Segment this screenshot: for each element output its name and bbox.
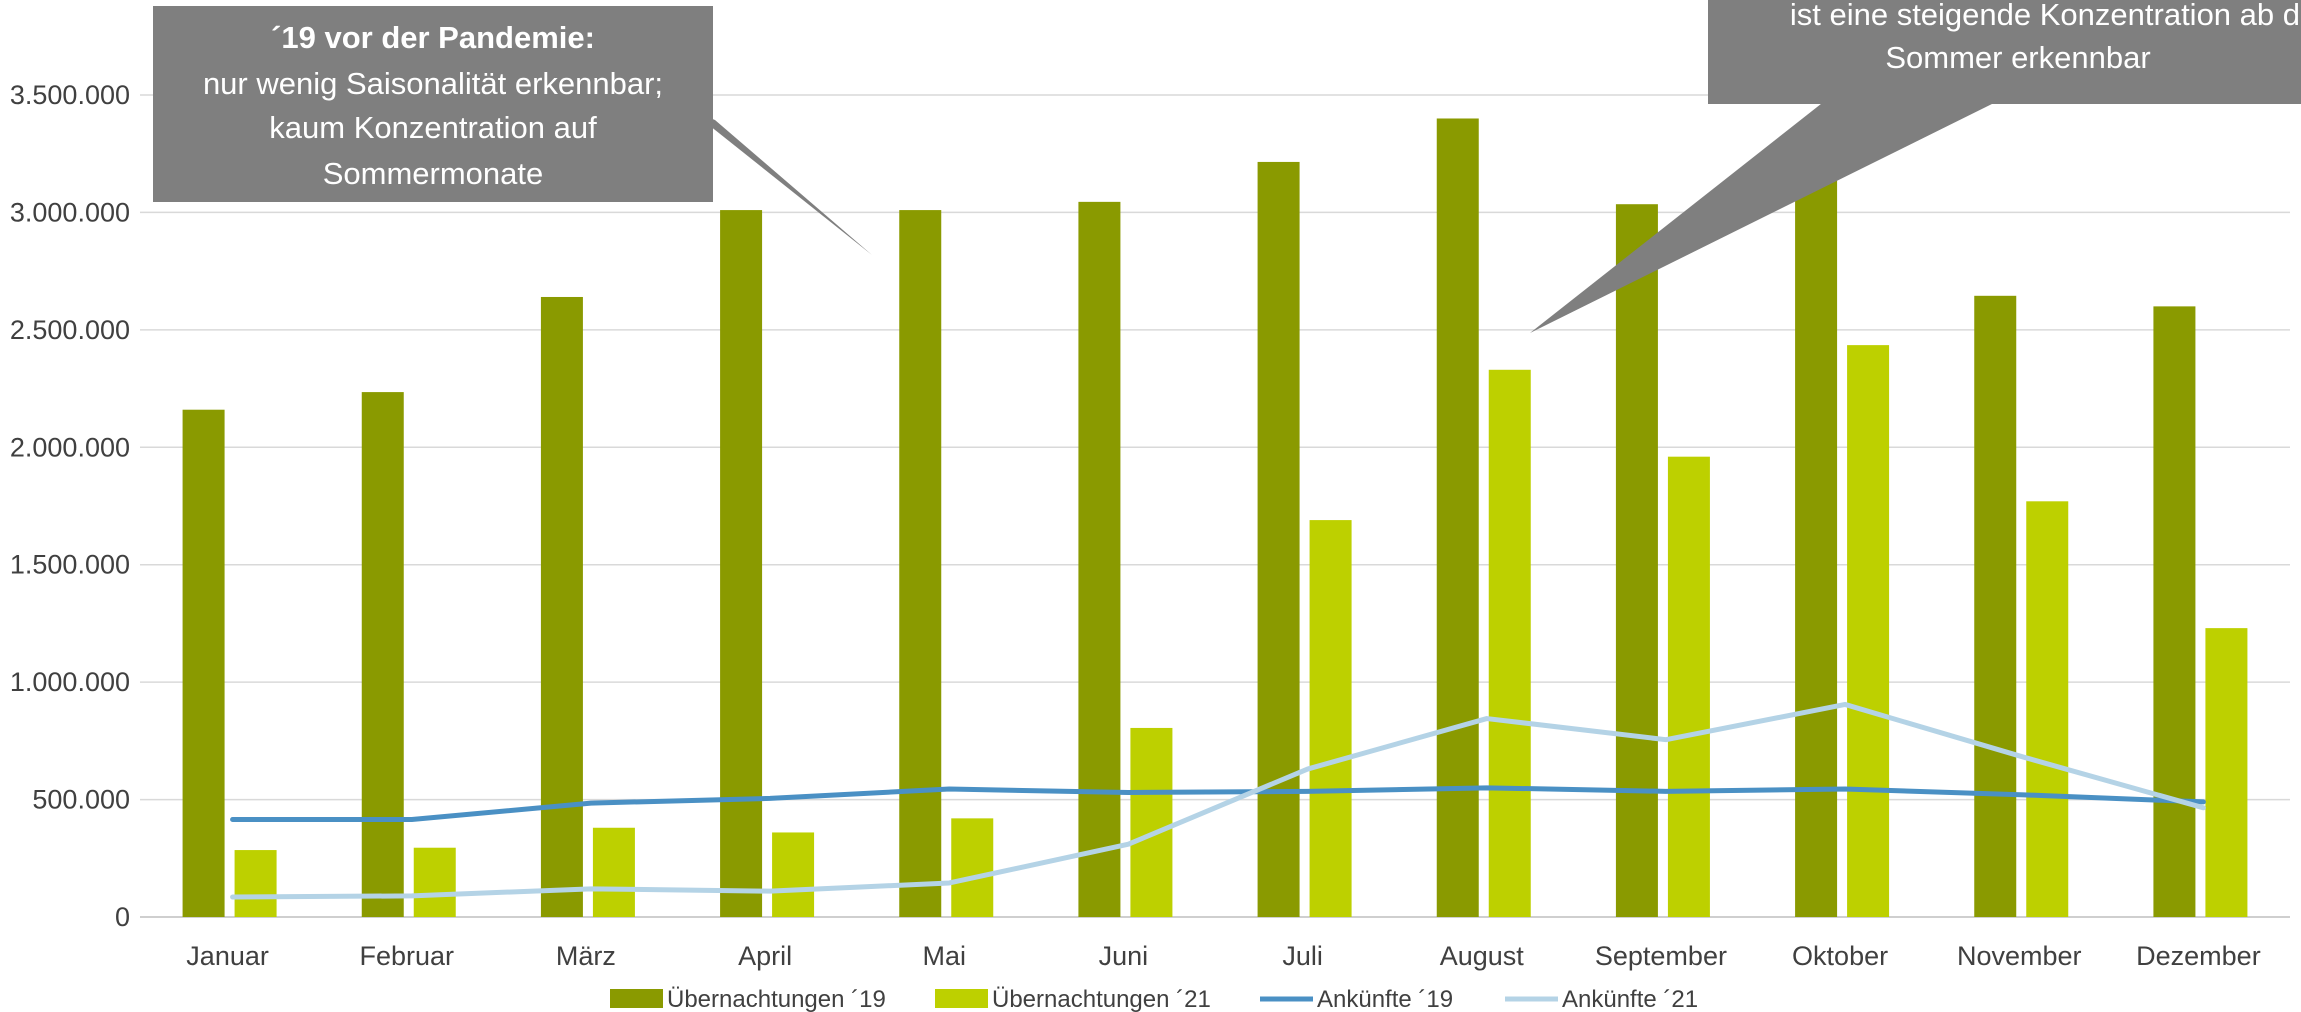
bars — [182, 118, 2248, 918]
bar-uebernachtungen-19 — [1078, 201, 1121, 918]
bar-uebernachtungen-21 — [951, 818, 994, 917]
callout-box — [1708, 0, 2301, 104]
annotations: ´19 vor der Pandemie: nur wenig Saisonali… — [153, 0, 2301, 333]
callout-text: Sommer erkennbar — [1885, 40, 2150, 75]
bar-uebernachtungen-19 — [1436, 118, 1479, 917]
bar-uebernachtungen-19 — [1615, 204, 1658, 918]
legend-swatch — [935, 989, 988, 1008]
y-tick-label: 1.000.000 — [10, 667, 130, 697]
callout-box — [153, 6, 713, 202]
bar-uebernachtungen-21 — [413, 847, 456, 917]
callout-text: nur wenig Saisonalität erkennbar; — [203, 66, 663, 101]
series-lines — [230, 701, 2206, 900]
legend-swatch — [610, 989, 663, 1008]
bar-uebernachtungen-21 — [234, 850, 277, 917]
bar-uebernachtungen-19 — [361, 392, 404, 917]
callout-pointer — [690, 110, 872, 255]
x-tick-label: März — [556, 941, 616, 971]
x-tick-label: Juli — [1282, 941, 1323, 971]
y-tick-label: 3.500.000 — [10, 80, 130, 110]
legend-label: Übernachtungen ´21 — [992, 986, 1211, 1012]
y-axis: 0 500.000 1.000.000 1.500.000 2.000.000 2.500… — [10, 80, 130, 932]
legend: Übernachtungen ´19 Übernachtungen ´21 Ankü… — [610, 986, 1698, 1012]
x-tick-label: Januar — [186, 941, 269, 971]
callout-pointer — [1530, 100, 2000, 333]
legend-label: Übernachtungen ´19 — [667, 986, 886, 1012]
y-tick-label: 2.000.000 — [10, 432, 130, 462]
callout-text: ´19 vor der Pandemie: — [271, 20, 595, 55]
x-tick-label: November — [1957, 941, 2082, 971]
x-tick-label: Februar — [359, 941, 454, 971]
line-ankuenfte-19 — [230, 785, 2206, 823]
bar-uebernachtungen-19 — [1795, 179, 1838, 917]
bar-uebernachtungen-19 — [720, 210, 763, 917]
x-tick-label: August — [1440, 941, 1525, 971]
x-tick-label: Oktober — [1792, 941, 1888, 971]
gridlines — [140, 94, 2290, 918]
bar-uebernachtungen-21 — [1667, 456, 1710, 917]
bar-uebernachtungen-21 — [2026, 501, 2069, 917]
callout-text: kaum Konzentration auf — [269, 110, 597, 145]
bar-uebernachtungen-21 — [1309, 520, 1352, 917]
bar-uebernachtungen-21 — [772, 832, 815, 917]
bar-uebernachtungen-19 — [2153, 306, 2196, 917]
line-ankuenfte-21 — [230, 701, 2206, 900]
x-tick-label: Juni — [1099, 941, 1149, 971]
bar-uebernachtungen-19 — [899, 210, 942, 917]
legend-label: Ankünfte ´21 — [1562, 986, 1698, 1012]
x-tick-label: September — [1595, 941, 1727, 971]
y-tick-label: 0 — [115, 902, 130, 932]
x-tick-label: Mai — [922, 941, 966, 971]
bar-uebernachtungen-21 — [2205, 628, 2248, 917]
y-tick-label: 500.000 — [32, 785, 130, 815]
bar-uebernachtungen-21 — [1130, 727, 1173, 917]
bar-uebernachtungen-21 — [592, 827, 635, 917]
x-axis: Januar Februar März April Mai Juni Juli August S… — [186, 941, 2260, 971]
callout-text: Sommermonate — [323, 156, 544, 191]
y-tick-label: 3.000.000 — [10, 197, 130, 227]
x-tick-label: April — [738, 941, 792, 971]
legend-label: Ankünfte ´19 — [1317, 986, 1453, 1012]
bar-uebernachtungen-21 — [1847, 345, 1890, 917]
bar-uebernachtungen-19 — [182, 409, 225, 917]
y-tick-label: 2.500.000 — [10, 315, 130, 345]
bar-uebernachtungen-21 — [1488, 369, 1531, 918]
y-tick-label: 1.500.000 — [10, 550, 130, 580]
bar-uebernachtungen-19 — [1257, 161, 1300, 918]
bar-uebernachtungen-19 — [540, 296, 583, 917]
callout-text: ist eine steigende Konzentration ab d — [1790, 0, 2300, 32]
bar-uebernachtungen-19 — [1974, 295, 2017, 917]
x-tick-label: Dezember — [2136, 941, 2261, 971]
